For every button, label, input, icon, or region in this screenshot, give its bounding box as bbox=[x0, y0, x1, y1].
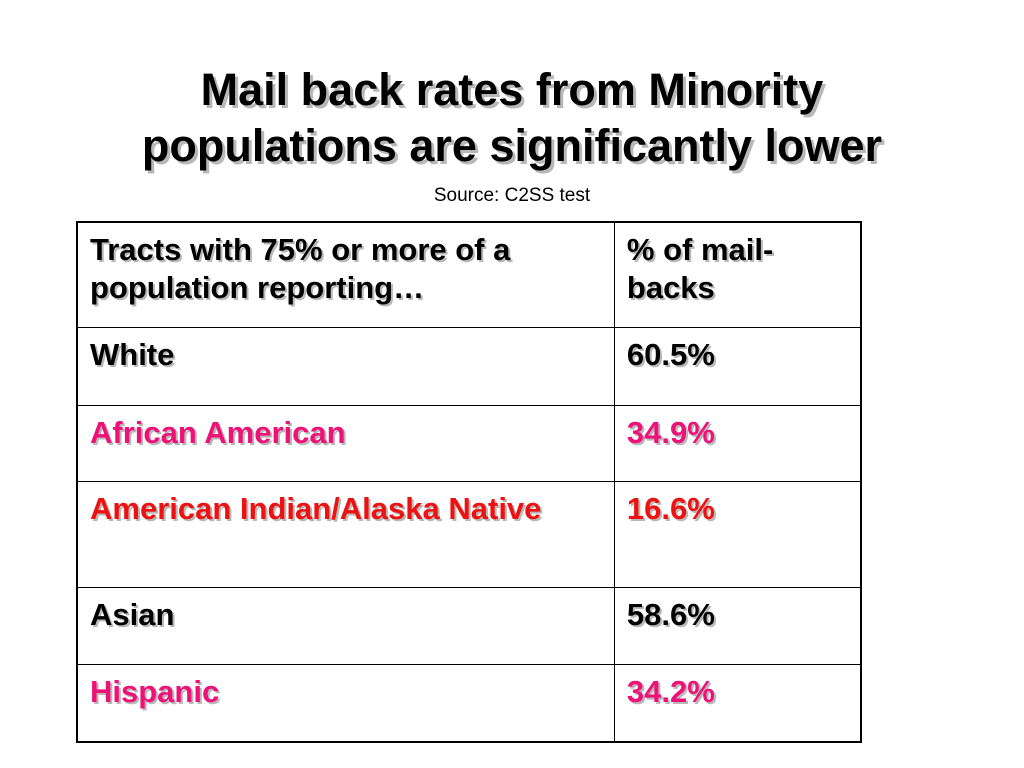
table-row: Asian 58.6% bbox=[76, 586, 862, 665]
row-label-hispanic: Hispanic bbox=[76, 663, 615, 743]
source-caption: Source: C2SS test bbox=[433, 185, 591, 206]
title-line-1: Mail back rates from Minority bbox=[200, 64, 824, 115]
table-row: White 60.5% bbox=[76, 326, 862, 406]
table-row: Hispanic 34.2% bbox=[76, 663, 862, 743]
mailback-rates-table: Tracts with 75% or more of a population … bbox=[76, 221, 862, 743]
slide-title: Mail back rates from Minority population… bbox=[0, 62, 1024, 174]
table-row: American Indian/Alaska Native 16.6% bbox=[76, 480, 862, 588]
row-value-hispanic: 34.2% bbox=[613, 663, 862, 743]
title-line-2: populations are significantly lower bbox=[141, 120, 883, 171]
header-cell-mailbacks: % of mail-backs bbox=[613, 221, 862, 328]
table-header-row: Tracts with 75% or more of a population … bbox=[76, 221, 862, 328]
row-value-asian: 58.6% bbox=[613, 586, 862, 665]
row-value-african-american: 34.9% bbox=[613, 404, 862, 482]
row-label-american-indian-alaska-native: American Indian/Alaska Native bbox=[76, 480, 615, 588]
row-label-asian: Asian bbox=[76, 586, 615, 665]
row-label-white: White bbox=[76, 326, 615, 406]
row-value-white: 60.5% bbox=[613, 326, 862, 406]
header-cell-population: Tracts with 75% or more of a population … bbox=[76, 221, 615, 328]
row-value-american-indian-alaska-native: 16.6% bbox=[613, 480, 862, 588]
row-label-african-american: African American bbox=[76, 404, 615, 482]
table-row: African American 34.9% bbox=[76, 404, 862, 482]
